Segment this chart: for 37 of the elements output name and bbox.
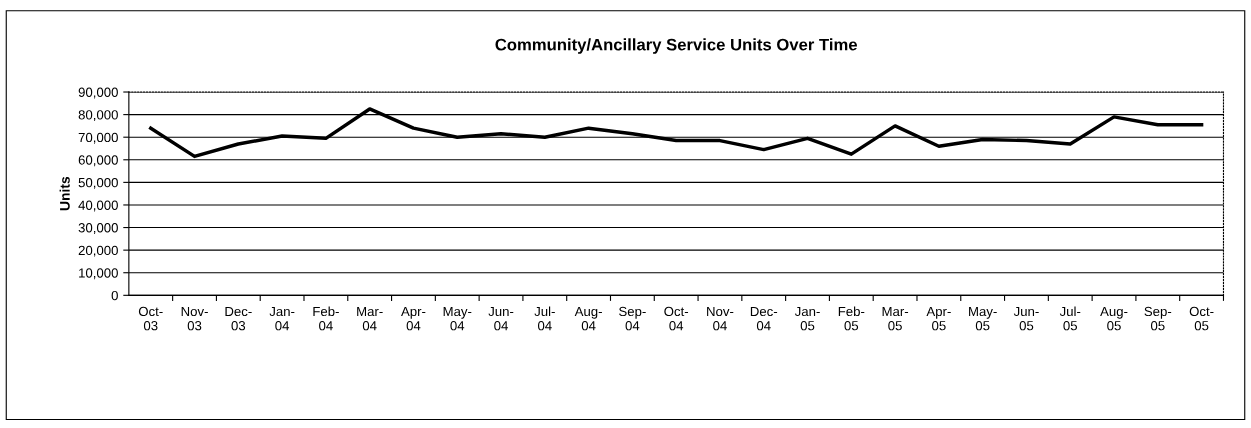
x-tick-label: Apr- 04 (401, 306, 426, 331)
x-tick-label: Jul- 04 (534, 306, 555, 331)
x-tick-label: Mar- 05 (882, 306, 909, 331)
x-tick-label: Feb- 04 (313, 306, 339, 331)
chart-title: Community/Ancillary Service Units Over Time (495, 38, 857, 54)
y-tick-label: 50,000 (78, 177, 118, 189)
x-tick-label: May- 05 (969, 306, 997, 331)
x-tick-label: Oct- 04 (664, 306, 689, 331)
x-tick-label: Sep- 05 (1144, 306, 1172, 331)
x-tick-label: Aug- 04 (574, 306, 602, 331)
y-tick-label: 70,000 (78, 132, 118, 144)
y-tick-label: 0 (111, 290, 118, 301)
x-tick-label: Apr- 05 (926, 306, 951, 331)
x-tick-label: Sep- 04 (619, 306, 646, 331)
x-tick-label: Jan- 04 (269, 306, 295, 331)
y-tick-label: 40,000 (78, 200, 118, 212)
x-tick-label: Dec- 03 (225, 306, 252, 331)
y-tick-label: 20,000 (78, 245, 118, 257)
x-tick-label: Feb- 05 (838, 306, 865, 331)
y-axis-title: Units (59, 176, 70, 211)
x-tick-label: Nov- 04 (707, 306, 734, 331)
x-tick-label: Oct- 05 (1189, 306, 1214, 331)
y-tick-label: 60,000 (78, 155, 118, 167)
x-tick-label: Dec- 04 (750, 306, 778, 331)
x-tick-label: Jul- 05 (1059, 306, 1081, 331)
y-tick-label: 80,000 (78, 110, 118, 122)
x-tick-label: May- 04 (443, 306, 472, 331)
x-tick-label: Jan- 05 (794, 306, 820, 331)
x-tick-label: Aug- 05 (1100, 306, 1128, 331)
x-tick-label: Jun- 05 (1013, 306, 1039, 331)
x-tick-label: Nov- 03 (181, 306, 208, 331)
y-tick-label: 10,000 (79, 268, 118, 280)
x-tick-label: Jun- 04 (488, 306, 514, 331)
x-tick-label: Mar- 04 (357, 306, 383, 331)
x-tick-label: Oct- 03 (138, 306, 163, 331)
y-tick-label: 30,000 (78, 223, 118, 235)
y-tick-label: 90,000 (78, 87, 118, 99)
